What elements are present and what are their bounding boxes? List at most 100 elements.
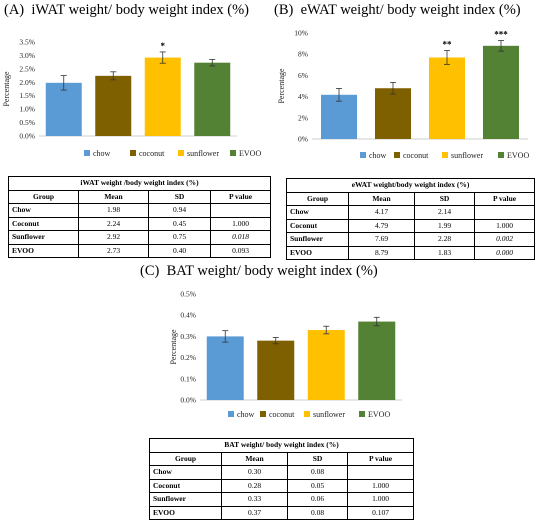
sd-cell: 0.06 <box>287 492 348 507</box>
col-header-sd: SD <box>148 189 211 204</box>
col-header-mean: Mean <box>221 451 288 466</box>
pvalue-cell: 0.002 <box>473 232 536 247</box>
table-row: Sunflower 7.69 2.28 0.002 <box>286 232 536 247</box>
ewat-stats-table: eWAT weight/body weight index (%) Group … <box>285 178 536 260</box>
table-row: Chow 0.30 0.08 <box>149 465 415 480</box>
legend-label: coconut <box>269 410 295 419</box>
mean-cell: 0.28 <box>221 478 288 493</box>
table-row: Coconut 0.28 0.05 1.000 <box>149 478 415 493</box>
table-row: Chow 1.98 0.94 <box>8 203 272 218</box>
bar <box>194 62 231 136</box>
panel-a-chart-title: iWAT weight/ body weight index (%) <box>31 2 249 18</box>
y-tick-label: 2.0% <box>19 78 35 87</box>
y-tick-label: 2.5% <box>19 64 35 73</box>
y-axis-label: Percentage <box>277 68 286 104</box>
bar <box>95 75 132 136</box>
sd-cell: 0.05 <box>287 478 348 493</box>
sd-cell: 1.99 <box>414 218 475 233</box>
y-tick-label: 0.3% <box>180 332 196 341</box>
legend-label: chow <box>93 149 111 158</box>
group-cell: Sunflower <box>286 232 349 247</box>
y-axis-label: Percentage <box>169 329 178 365</box>
y-tick-label: 0.4% <box>180 311 196 320</box>
panel-b-chart-title: eWAT weight/ body weight index (%) <box>300 2 521 18</box>
table-row: EVOO 2.73 0.40 0.093 <box>8 243 272 258</box>
sd-cell: 0.08 <box>287 505 348 520</box>
table-row: Chow 4.17 2.14 <box>286 205 536 220</box>
legend-swatch <box>360 152 366 158</box>
y-axis-label: Percentage <box>2 71 11 107</box>
col-header-group: Group <box>8 189 79 204</box>
pvalue-cell: 1.000 <box>473 218 536 233</box>
bar <box>321 94 357 139</box>
y-tick-label: 2% <box>298 113 308 122</box>
panel-c-label: (C) <box>140 263 160 279</box>
y-tick-label: 3.5% <box>19 38 35 47</box>
sd-cell: 0.75 <box>148 230 211 245</box>
group-cell: EVOO <box>149 505 222 520</box>
y-tick-label: 0.1% <box>180 374 196 383</box>
mean-cell: 8.79 <box>348 245 415 260</box>
y-tick-label: 4% <box>298 92 308 101</box>
pvalue-cell: 0.000 <box>473 245 536 260</box>
legend-swatch <box>359 411 365 417</box>
table-row: Coconut 2.24 0.45 1.000 <box>8 216 272 231</box>
legend-label: EVOO <box>368 410 390 419</box>
group-cell: Chow <box>8 203 79 218</box>
legend-label: EVOO <box>239 149 261 158</box>
col-header-pvalue: P value <box>346 451 415 466</box>
significance-marker: ** <box>443 40 453 50</box>
y-tick-label: 0.0% <box>19 132 35 141</box>
table-row: Sunflower 0.33 0.06 1.000 <box>149 492 415 507</box>
legend-swatch <box>304 411 310 417</box>
bar <box>45 82 82 136</box>
bar <box>206 336 244 400</box>
legend-label: coconut <box>403 151 429 160</box>
pvalue-cell: 1.000 <box>346 478 415 493</box>
y-tick-label: 0% <box>298 135 308 144</box>
pvalue-cell <box>346 465 415 480</box>
legend-swatch <box>84 150 90 156</box>
legend-label: chow <box>237 410 255 419</box>
col-header-group: Group <box>149 451 222 466</box>
y-tick-label: 0.2% <box>180 353 196 362</box>
iwat-stats-table: iWAT weight /body weight index (%) Group… <box>7 176 272 258</box>
table-caption: iWAT weight /body weight index (%) <box>7 176 272 191</box>
table-caption: BAT weight/ body weight index (%) <box>148 438 415 453</box>
col-header-sd: SD <box>287 451 348 466</box>
sd-cell: 0.45 <box>148 216 211 231</box>
pvalue-cell: 1.000 <box>209 216 272 231</box>
panel-c-chart-title: BAT weight/ body weight index (%) <box>166 263 378 279</box>
bar <box>307 330 345 400</box>
panel-a-title: (A) iWAT weight/ body weight index (%) <box>4 2 249 19</box>
table-row: EVOO 0.37 0.08 0.107 <box>149 505 415 520</box>
group-cell: Coconut <box>286 218 349 233</box>
mean-cell: 0.37 <box>221 505 288 520</box>
bar <box>257 340 295 400</box>
sd-cell: 2.14 <box>414 205 475 220</box>
significance-marker: * <box>161 41 166 51</box>
legend-swatch <box>442 152 448 158</box>
group-cell: Sunflower <box>149 492 222 507</box>
sd-cell: 2.28 <box>414 232 475 247</box>
legend-label: sunflower <box>187 149 219 158</box>
panel-b-label: (B) <box>274 2 294 18</box>
pvalue-cell: 0.107 <box>346 505 415 520</box>
mean-cell: 2.24 <box>78 216 149 231</box>
mean-cell: 4.17 <box>348 205 415 220</box>
legend-swatch <box>178 150 184 156</box>
bar <box>144 57 181 136</box>
y-tick-label: 3.0% <box>19 51 35 60</box>
pvalue-cell <box>209 203 272 218</box>
col-header-mean: Mean <box>78 189 149 204</box>
legend-swatch <box>394 152 400 158</box>
y-tick-label: 6% <box>298 71 308 80</box>
table-caption: eWAT weight/body weight index (%) <box>285 178 536 193</box>
col-header-sd: SD <box>414 191 475 206</box>
pvalue-cell: 0.018 <box>209 230 272 245</box>
y-tick-label: 0.5% <box>19 118 35 127</box>
group-cell: Sunflower <box>8 230 79 245</box>
significance-marker: *** <box>494 30 508 40</box>
